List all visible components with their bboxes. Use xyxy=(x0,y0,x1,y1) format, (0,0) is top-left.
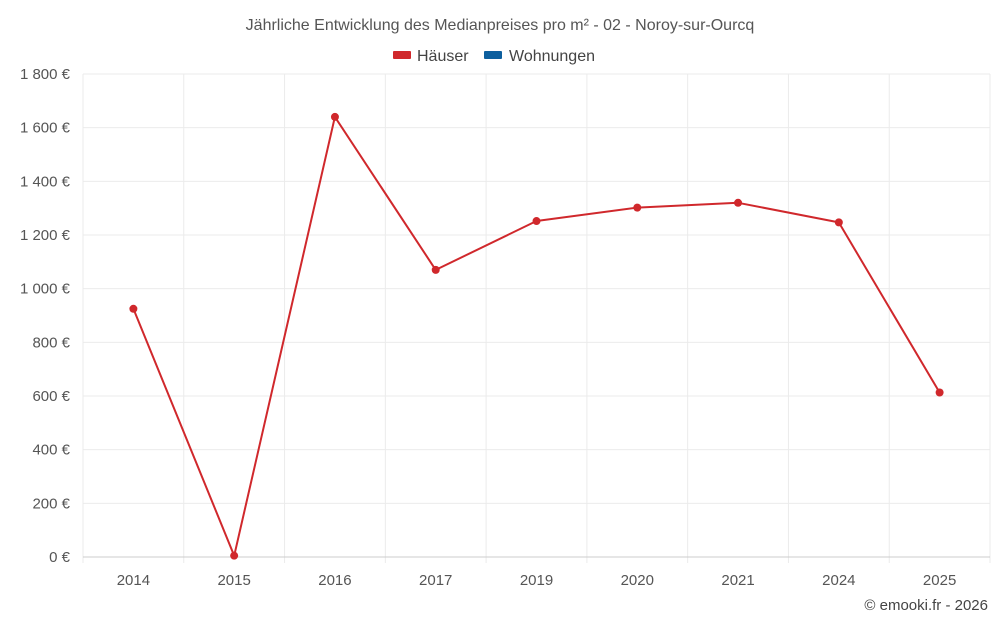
data-point[interactable] xyxy=(834,218,843,227)
y-tick-label: 1 400 € xyxy=(20,173,71,190)
x-tick-label: 2016 xyxy=(318,572,351,589)
y-tick-label: 400 € xyxy=(32,442,70,459)
data-point[interactable] xyxy=(935,388,944,397)
y-tick-label: 1 800 € xyxy=(20,66,71,83)
data-point[interactable] xyxy=(734,198,743,207)
data-point[interactable] xyxy=(330,112,339,121)
x-tick-label: 2019 xyxy=(520,572,553,589)
data-point[interactable] xyxy=(230,551,239,560)
data-point[interactable] xyxy=(129,304,138,313)
chart-title: Jährliche Entwicklung des Medianpreises … xyxy=(246,17,755,34)
y-tick-label: 1 000 € xyxy=(20,281,71,298)
legend-label-wohnungen: Wohnungen xyxy=(509,48,595,65)
x-gridlines xyxy=(82,74,991,563)
legend: Häuser Wohnungen xyxy=(393,48,595,65)
data-point[interactable] xyxy=(431,265,440,274)
x-tick-label: 2020 xyxy=(621,572,654,589)
y-tick-label: 200 € xyxy=(32,495,70,512)
y-gridlines xyxy=(83,73,990,504)
data-point[interactable] xyxy=(532,217,541,226)
y-tick-label: 1 600 € xyxy=(20,120,71,137)
legend-item-haeuser[interactable]: Häuser xyxy=(393,48,469,65)
x-axis-ticks: 2014 2015 2016 2017 2019 2020 2021 2024 2025 xyxy=(117,572,957,589)
legend-swatch-wohnungen xyxy=(484,51,502,59)
y-tick-label: 0 € xyxy=(49,549,71,566)
y-tick-label: 800 € xyxy=(32,334,70,351)
x-tick-label: 2017 xyxy=(419,572,452,589)
series-line-0 xyxy=(132,115,941,557)
y-axis-ticks: 0 € 200 € 400 € 600 € 800 € 1 000 € 1 200 € 1 4… xyxy=(20,66,71,566)
y-tick-label: 600 € xyxy=(32,388,70,405)
x-tick-label: 2015 xyxy=(217,572,250,589)
x-tick-label: 2025 xyxy=(923,572,956,589)
x-tick-label: 2021 xyxy=(721,572,754,589)
series-lines xyxy=(132,115,941,557)
x-tick-label: 2014 xyxy=(117,572,150,589)
legend-label-haeuser: Häuser xyxy=(417,48,469,65)
y-tick-label: 1 200 € xyxy=(20,227,71,244)
x-tick-label: 2024 xyxy=(822,572,855,589)
legend-item-wohnungen[interactable]: Wohnungen xyxy=(484,48,595,65)
series-points xyxy=(129,112,944,560)
legend-swatch-haeuser xyxy=(393,51,411,59)
credit-text: © emooki.fr - 2026 xyxy=(864,597,988,614)
data-point[interactable] xyxy=(633,203,642,212)
